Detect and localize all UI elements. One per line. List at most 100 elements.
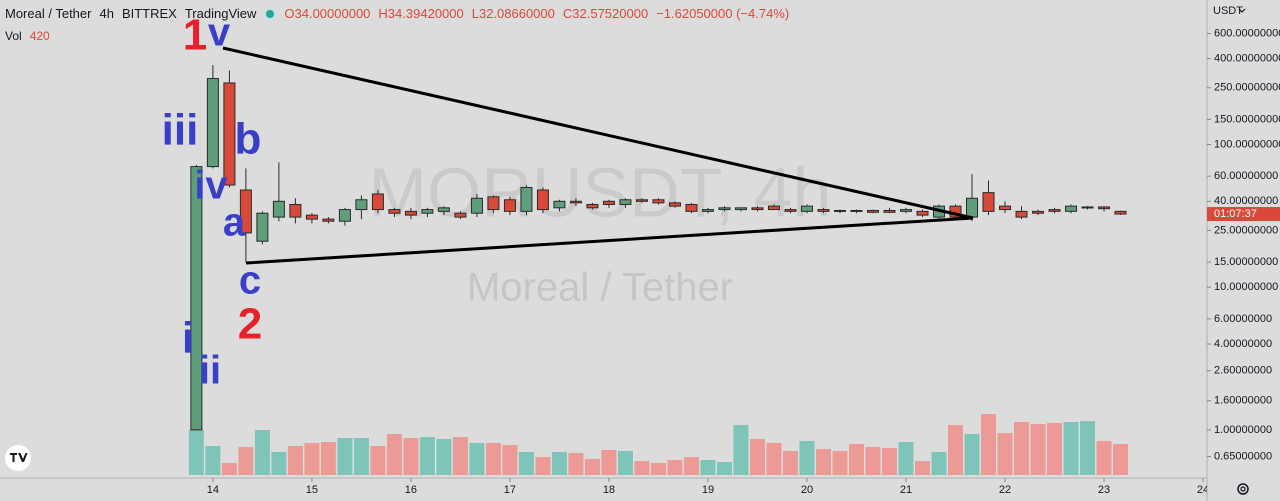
candle-body bbox=[487, 196, 500, 211]
ohlc-change: −1.62050000 (−4.74%) bbox=[656, 6, 790, 21]
candle-body bbox=[503, 199, 516, 212]
candle-body bbox=[685, 203, 698, 212]
volume-bar bbox=[337, 438, 353, 475]
gear[interactable] bbox=[1237, 483, 1249, 495]
volume-bar bbox=[353, 438, 369, 475]
volume-bar bbox=[304, 443, 320, 475]
candle-body bbox=[751, 207, 764, 211]
chevron bbox=[1238, 8, 1246, 13]
y-tick-label: 600.00000000 bbox=[1214, 27, 1280, 39]
candle-body bbox=[355, 199, 368, 211]
volume-bar bbox=[485, 443, 501, 475]
volume-bar bbox=[584, 459, 600, 475]
watermark-subtitle: Moreal / Tether bbox=[467, 266, 733, 310]
y-tick-label: 60.00000000 bbox=[1214, 170, 1278, 182]
wave-label: b bbox=[235, 115, 262, 164]
y-tick-label: 400.00000000 bbox=[1214, 53, 1280, 65]
volume-bar bbox=[271, 452, 287, 475]
candle-body bbox=[767, 205, 780, 211]
volume-bar bbox=[1030, 424, 1046, 475]
candle-body bbox=[421, 209, 434, 214]
candle-body bbox=[866, 209, 879, 213]
y-tick-label: 4.00000000 bbox=[1214, 338, 1272, 350]
gear-hub[interactable] bbox=[1240, 486, 1246, 492]
volume-bar bbox=[700, 460, 716, 475]
volume-bar bbox=[221, 463, 237, 475]
y-tick-label: 40.00000000 bbox=[1214, 195, 1278, 207]
volume-bar bbox=[881, 448, 897, 475]
volume-bar bbox=[518, 452, 534, 475]
x-tick-label: 16 bbox=[405, 484, 417, 496]
ohlc-close: C32.57520000 bbox=[562, 6, 649, 21]
y-tick-label: 25.00000000 bbox=[1214, 224, 1278, 236]
volume-bar bbox=[766, 443, 782, 475]
x-axis: 14 15 16 17 18 19 20 21 22 23 24 bbox=[207, 478, 1207, 496]
volume-bar bbox=[370, 446, 386, 475]
candle-body bbox=[718, 207, 731, 211]
logo bbox=[5, 445, 31, 471]
volume-bar bbox=[634, 461, 650, 475]
candle-body bbox=[322, 218, 335, 222]
volume-label: Vol bbox=[5, 29, 22, 43]
settings-icon[interactable] bbox=[1237, 483, 1249, 495]
volume-bar bbox=[683, 457, 699, 475]
volume-bar bbox=[436, 439, 452, 475]
volume-bar bbox=[1014, 422, 1030, 475]
countdown-label: 01:07:37 bbox=[1214, 208, 1257, 220]
volume-bar bbox=[799, 441, 815, 475]
candle-body bbox=[916, 210, 929, 216]
x-tick-label: 21 bbox=[900, 484, 912, 496]
wave-label: 1 bbox=[183, 11, 207, 60]
y-tick-label: 150.00000000 bbox=[1214, 113, 1280, 125]
trend-line bbox=[245, 216, 974, 265]
volume-bar bbox=[205, 446, 221, 475]
x-tick-label: 18 bbox=[603, 484, 615, 496]
y-tick-label: 15.00000000 bbox=[1214, 256, 1278, 268]
volume-bar bbox=[782, 451, 798, 475]
volume-bar bbox=[320, 442, 336, 475]
logo-circle bbox=[5, 445, 31, 471]
volume-bar bbox=[898, 442, 914, 475]
y-tick-label: 6.00000000 bbox=[1214, 313, 1272, 325]
y-tick-label: 1.00000000 bbox=[1214, 424, 1272, 436]
candle-body bbox=[1081, 206, 1094, 209]
candle-body bbox=[190, 166, 203, 431]
volume-bar bbox=[914, 461, 930, 475]
volume-bar bbox=[1047, 423, 1063, 475]
candle-body bbox=[1098, 206, 1111, 210]
candle-layer bbox=[190, 65, 1127, 431]
volume-bar bbox=[716, 462, 732, 475]
x-tick-label: 23 bbox=[1098, 484, 1110, 496]
volume-bar bbox=[848, 444, 864, 475]
candle-body bbox=[553, 200, 566, 209]
volume-bar bbox=[568, 453, 584, 475]
candle-body bbox=[999, 205, 1012, 211]
volume-bar bbox=[1063, 422, 1079, 475]
candle-body bbox=[966, 197, 979, 218]
ohlc-high: H34.39420000 bbox=[378, 6, 464, 21]
volume-bar bbox=[981, 414, 997, 475]
candle-body bbox=[784, 209, 797, 212]
volume-bar bbox=[419, 437, 435, 475]
candle-body bbox=[470, 197, 483, 214]
legend-header: Moreal / Tether 4h BITTREX TradingView O… bbox=[5, 6, 789, 21]
x-tick-label: 14 bbox=[207, 484, 219, 496]
volume-bar bbox=[551, 452, 567, 475]
ohlc-low: L32.08660000 bbox=[471, 6, 555, 21]
volume-bar bbox=[815, 449, 831, 475]
symbol[interactable]: Moreal / Tether bbox=[5, 6, 92, 21]
candle-body bbox=[206, 78, 219, 168]
candle-body bbox=[520, 186, 533, 212]
candle-body bbox=[833, 209, 846, 212]
volume-bar bbox=[650, 463, 666, 475]
status-dot bbox=[264, 7, 277, 20]
volume-bar bbox=[502, 445, 518, 475]
volume-bar bbox=[535, 457, 551, 475]
candle-body bbox=[619, 199, 632, 205]
x-tick-label: 20 bbox=[801, 484, 813, 496]
volume-bar bbox=[601, 450, 617, 475]
candle-body bbox=[454, 212, 467, 218]
